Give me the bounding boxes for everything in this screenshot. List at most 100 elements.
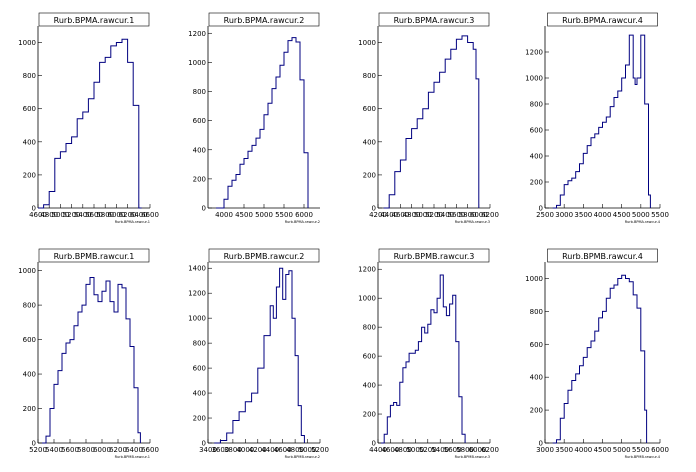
x-tick-label: 4200	[249, 446, 267, 454]
chart-title: Rurb.BPMA.rawcur.2	[224, 16, 305, 25]
x-tick-label: 6000	[93, 446, 111, 454]
x-tick-label: 5600	[85, 211, 103, 219]
x-tick-label: 4500	[235, 211, 253, 219]
x-tick-label: 2500	[536, 211, 554, 219]
x-axis-title: Rurb.BPMB.rawcur.3	[455, 455, 490, 459]
y-tick-label: 200	[193, 175, 206, 183]
y-tick-label: 800	[23, 72, 36, 80]
x-tick-label: 4000	[594, 211, 612, 219]
histogram-panel: Rurb.BPMB.rawcur.10200400600800100052005…	[18, 248, 159, 459]
y-tick-label: 800	[363, 72, 376, 80]
x-tick-label: 6200	[119, 211, 137, 219]
y-tick-label: 800	[363, 324, 376, 332]
x-axis-title: Rurb.BPMA.rawcur.3	[455, 220, 490, 224]
x-tick-label: 6000	[470, 211, 488, 219]
y-tick-label: 200	[23, 405, 36, 413]
x-tick-label: 5400	[431, 446, 449, 454]
x-axis-title: Rurb.BPMA.rawcur.1	[115, 220, 150, 224]
histogram-panel: Rurb.BPMA.rawcur.4 0 200 400 600 800 1000 1200 2…	[525, 12, 669, 224]
y-tick-label: 1400	[188, 265, 206, 273]
y-tick-label: 1000	[525, 275, 543, 283]
y-tick-label: 1200	[188, 290, 206, 298]
x-tick-label: 5000	[414, 211, 432, 219]
x-tick-label: 5200	[29, 446, 47, 454]
histogram-line	[42, 277, 141, 444]
x-tick-label: 6000	[651, 446, 669, 454]
y-tick-label: 1000	[188, 315, 206, 323]
x-tick-label: 6000	[295, 211, 313, 219]
x-tick-label: 4600	[274, 446, 292, 454]
x-tick-label: 3600	[212, 446, 230, 454]
y-tick-label: 0	[32, 205, 36, 213]
y-tick-label: 400	[363, 382, 376, 390]
x-axis-title: Rurb.BPMB.rawcur.4	[625, 455, 661, 459]
y-tick-label: 400	[23, 371, 36, 379]
x-tick-label: 5000	[632, 211, 650, 219]
x-tick-label: 6000	[469, 446, 487, 454]
y-tick-label: 400	[363, 138, 376, 146]
x-tick-label: 5500	[275, 211, 293, 219]
title-box	[378, 248, 490, 263]
y-tick-label: 0	[202, 205, 206, 213]
histogram-panel: Rurb.BPMB.rawcur.3 0 200 400 600 800 1000 1200 4…	[358, 248, 499, 459]
title-box	[547, 248, 658, 263]
histogram-line	[214, 267, 305, 444]
y-tick-label: 1000	[188, 59, 206, 67]
y-tick-label: 0	[539, 205, 543, 213]
x-tick-label: 6200	[481, 211, 499, 219]
y-tick-label: 200	[363, 411, 376, 419]
y-tick-label: 0	[539, 440, 543, 448]
x-tick-label: 5600	[444, 446, 462, 454]
x-axis-title: Rurb.BPMB.rawcur.2	[285, 455, 320, 459]
x-tick-label: 6600	[141, 211, 159, 219]
y-tick-label: 400	[530, 153, 543, 161]
chart-title: Rurb.BPMA.rawcur.1	[54, 16, 135, 25]
y-tick-label: 0	[32, 440, 36, 448]
y-tick-label: 600	[23, 105, 36, 113]
y-tick-label: 0	[372, 205, 376, 213]
x-tick-label: 5200	[311, 446, 329, 454]
histogram-line	[216, 37, 309, 209]
title-box	[547, 12, 658, 27]
x-tick-label: 5500	[651, 211, 669, 219]
title-box	[208, 12, 320, 27]
y-tick-label: 600	[530, 341, 543, 349]
histogram-line	[552, 274, 648, 444]
x-tick-label: 5000	[51, 211, 69, 219]
x-tick-label: 6000	[107, 211, 125, 219]
y-tick-label: 1000	[358, 39, 376, 47]
x-tick-label: 5600	[61, 446, 79, 454]
x-tick-label: 5000	[613, 446, 631, 454]
y-tick-label: 1000	[358, 295, 376, 303]
y-tick-label: 400	[530, 374, 543, 382]
x-tick-label: 5800	[459, 211, 477, 219]
histogram-line	[552, 34, 651, 209]
histogram-line	[38, 38, 142, 209]
histogram-line	[383, 35, 480, 209]
y-tick-label: 1000	[525, 75, 543, 83]
y-tick-label: 800	[193, 88, 206, 96]
x-tick-label: 4800	[286, 446, 304, 454]
x-tick-label: 3500	[574, 211, 592, 219]
histogram-panel: Rurb.BPMB.rawcur.2 0 200 400 600 800 1000 1200 1…	[188, 248, 329, 459]
x-tick-label: 4000	[236, 446, 254, 454]
title-box	[208, 248, 320, 263]
y-tick-label: 600	[530, 127, 543, 135]
x-tick-label: 4400	[380, 211, 398, 219]
x-tick-label: 5400	[74, 211, 92, 219]
y-tick-label: 400	[193, 390, 206, 398]
x-axis-title: Rurb.BPMA.rawcur.2	[285, 220, 320, 224]
x-tick-label: 4500	[613, 211, 631, 219]
chart-title: Rurb.BPMB.rawcur.2	[224, 252, 305, 261]
y-tick-label: 800	[530, 308, 543, 316]
x-tick-label: 4600	[29, 211, 47, 219]
y-tick-label: 600	[193, 365, 206, 373]
x-tick-label: 5200	[425, 211, 443, 219]
x-tick-label: 5000	[299, 446, 317, 454]
x-tick-label: 4800	[40, 211, 58, 219]
x-tick-label: 5200	[63, 211, 81, 219]
y-tick-label: 800	[530, 101, 543, 109]
y-tick-label: 1000	[18, 267, 36, 275]
x-tick-label: 4800	[394, 446, 412, 454]
